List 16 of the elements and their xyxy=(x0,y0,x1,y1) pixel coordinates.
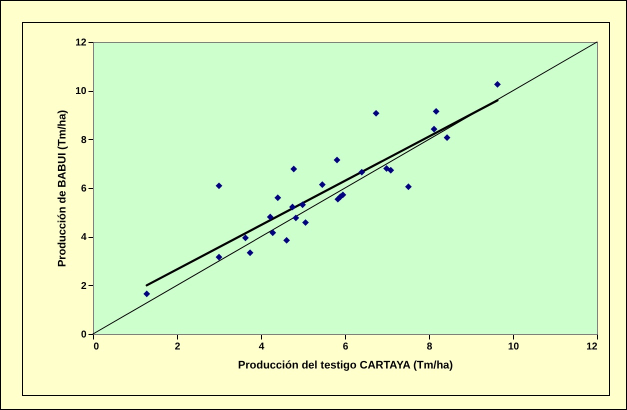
x-tick-label: 12 xyxy=(586,342,598,352)
y-tick-label: 8 xyxy=(80,134,87,146)
x-tick-label: 4 xyxy=(258,342,265,352)
x-tick-label: 6 xyxy=(342,342,349,352)
x-tick-label: 8 xyxy=(426,342,433,352)
y-tick-label: 6 xyxy=(80,184,87,194)
x-tick-label: 0 xyxy=(94,342,100,352)
y-tick-label: 4 xyxy=(80,232,87,244)
x-axis-title: Producción del testigo CARTAYA (Tm/ha) xyxy=(238,360,454,372)
y-axis-title: Producción de BABUI (Tm/ha) xyxy=(56,110,68,268)
y-tick-label: 0 xyxy=(80,330,87,340)
y-tick-label: 2 xyxy=(80,280,87,292)
y-tick-label: 10 xyxy=(75,86,87,98)
y-tick-label: 12 xyxy=(75,38,87,48)
x-tick-label: 2 xyxy=(174,342,181,352)
x-tick-label: 10 xyxy=(508,342,520,352)
